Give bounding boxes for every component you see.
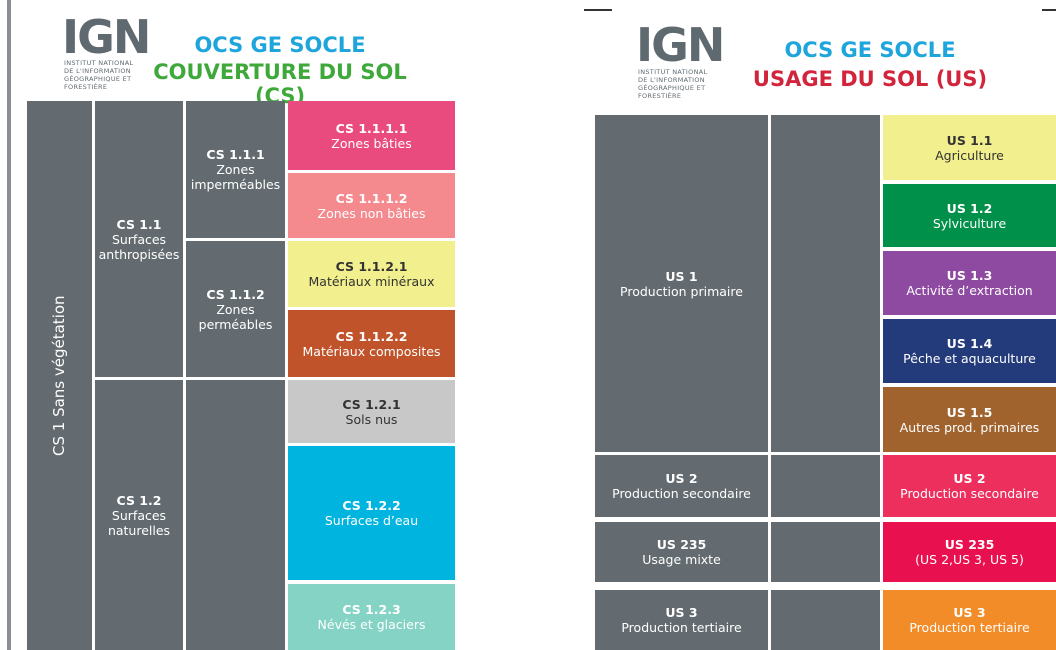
code: US 1.2 <box>946 200 993 216</box>
cell: US 1.2 Sylviculture <box>883 184 1056 247</box>
label: Autres prod. primaires <box>899 419 1040 435</box>
logo: IGN <box>62 10 151 64</box>
code: CS 1.2.2 <box>342 498 401 513</box>
code: US 3 <box>665 605 698 620</box>
label: Zones bâties <box>331 135 412 151</box>
cell: US 1.4 Pêche et aquaculture <box>883 319 1056 383</box>
institute: INSTITUT NATIONAL DE L'INFORMATION GÉOGR… <box>64 59 134 91</box>
label: Zones imperméables <box>190 162 281 192</box>
cell: US 235 Usage mixte <box>595 522 768 582</box>
cell: CS 1.1.2.2 Matériaux composites <box>288 310 455 377</box>
label: (US 2,US 3, US 5) <box>915 552 1024 567</box>
code: US 235 <box>944 537 995 552</box>
code: CS 1.1.2.2 <box>335 328 408 344</box>
code: CS 1.1.1.2 <box>335 190 408 206</box>
label: Sols nus <box>345 411 398 427</box>
label: Pêche et aquaculture <box>903 351 1036 366</box>
cell: US 3 Production tertiaire <box>595 590 768 650</box>
institute: INSTITUT NATIONAL DE L'INFORMATION GÉOGR… <box>638 68 708 100</box>
cell: CS 1 Sans végétation <box>27 101 92 650</box>
logo: IGN <box>636 18 725 72</box>
label: Production secondaire <box>900 486 1039 501</box>
label: CS 1 Sans végétation <box>50 295 68 456</box>
cell <box>771 115 880 452</box>
code: US 235 <box>656 537 707 552</box>
cell: CS 1.1 Surfaces anthropisées <box>95 101 183 377</box>
cell: CS 1.1.2 Zones perméables <box>186 241 285 377</box>
cell: CS 1.1.2.1 Matériaux minéraux <box>288 241 455 307</box>
code: CS 1.1.2.1 <box>335 259 408 274</box>
cell <box>771 522 880 582</box>
label: Matériaux composites <box>302 343 441 359</box>
rule <box>584 9 612 11</box>
cell <box>771 590 880 650</box>
rule <box>1042 9 1056 11</box>
label: Usage mixte <box>642 552 721 567</box>
label: Sylviculture <box>932 215 1007 231</box>
label: Matériaux minéraux <box>308 274 435 289</box>
cell: US 3 Production tertiaire <box>883 590 1056 650</box>
cell: CS 1.1.1.1 Zones bâties <box>288 101 455 170</box>
cell: CS 1.1.1.2 Zones non bâties <box>288 173 455 238</box>
cell <box>186 380 285 650</box>
code: CS 1.1.2 <box>206 286 265 302</box>
cell: CS 1.2.1 Sols nus <box>288 380 455 443</box>
label: Surfaces anthropisées <box>98 231 180 262</box>
code: CS 1.2 <box>116 492 162 508</box>
code: CS 1.1.1.1 <box>335 120 408 136</box>
cell: US 1.1 Agriculture <box>883 115 1056 180</box>
code: US 1.1 <box>946 132 993 148</box>
label: Activité d’extraction <box>906 283 1033 298</box>
code: CS 1.1.1 <box>206 147 265 162</box>
code: US 1.4 <box>946 336 993 351</box>
cell: US 2 Production secondaire <box>595 455 768 517</box>
cell: CS 1.2.3 Névés et glaciers <box>288 584 455 650</box>
label: Surfaces naturelles <box>107 507 171 538</box>
label: Production tertiaire <box>621 620 742 635</box>
cell: US 1 Production primaire <box>595 115 768 452</box>
side-bar <box>7 0 11 650</box>
label: Agriculture <box>935 147 1004 163</box>
cell: US 235 (US 2,US 3, US 5) <box>883 522 1056 582</box>
cell: US 2 Production secondaire <box>883 455 1056 517</box>
code: US 3 <box>953 605 986 620</box>
code: US 2 <box>665 471 698 486</box>
label: Surfaces d’eau <box>324 513 419 528</box>
label: Névés et glaciers <box>317 617 426 632</box>
title: OCS GE SOCLE <box>784 38 956 62</box>
title: OCS GE SOCLE <box>194 33 366 57</box>
cell: CS 1.2.2 Surfaces d’eau <box>288 446 455 580</box>
code: US 1 <box>665 268 698 284</box>
cell: CS 1.2 Surfaces naturelles <box>95 380 183 650</box>
code: US 1.3 <box>946 268 993 283</box>
cell: US 1.3 Activité d’extraction <box>883 251 1056 315</box>
code: CS 1.2.1 <box>342 396 401 412</box>
cell: CS 1.1.1 Zones imperméables <box>186 101 285 238</box>
label: Production secondaire <box>612 486 751 501</box>
label: Zones perméables <box>198 301 273 332</box>
cell <box>771 455 880 517</box>
code: CS 1.2.3 <box>342 602 401 617</box>
code: US 2 <box>953 471 986 486</box>
code: CS 1.1 <box>116 216 162 232</box>
subtitle: USAGE DU SOL (US) <box>752 67 988 91</box>
label: Production tertiaire <box>909 620 1030 635</box>
code: US 1.5 <box>946 404 993 420</box>
label: Production primaire <box>620 283 743 299</box>
label: Zones non bâties <box>317 205 426 221</box>
cell: US 1.5 Autres prod. primaires <box>883 387 1056 452</box>
